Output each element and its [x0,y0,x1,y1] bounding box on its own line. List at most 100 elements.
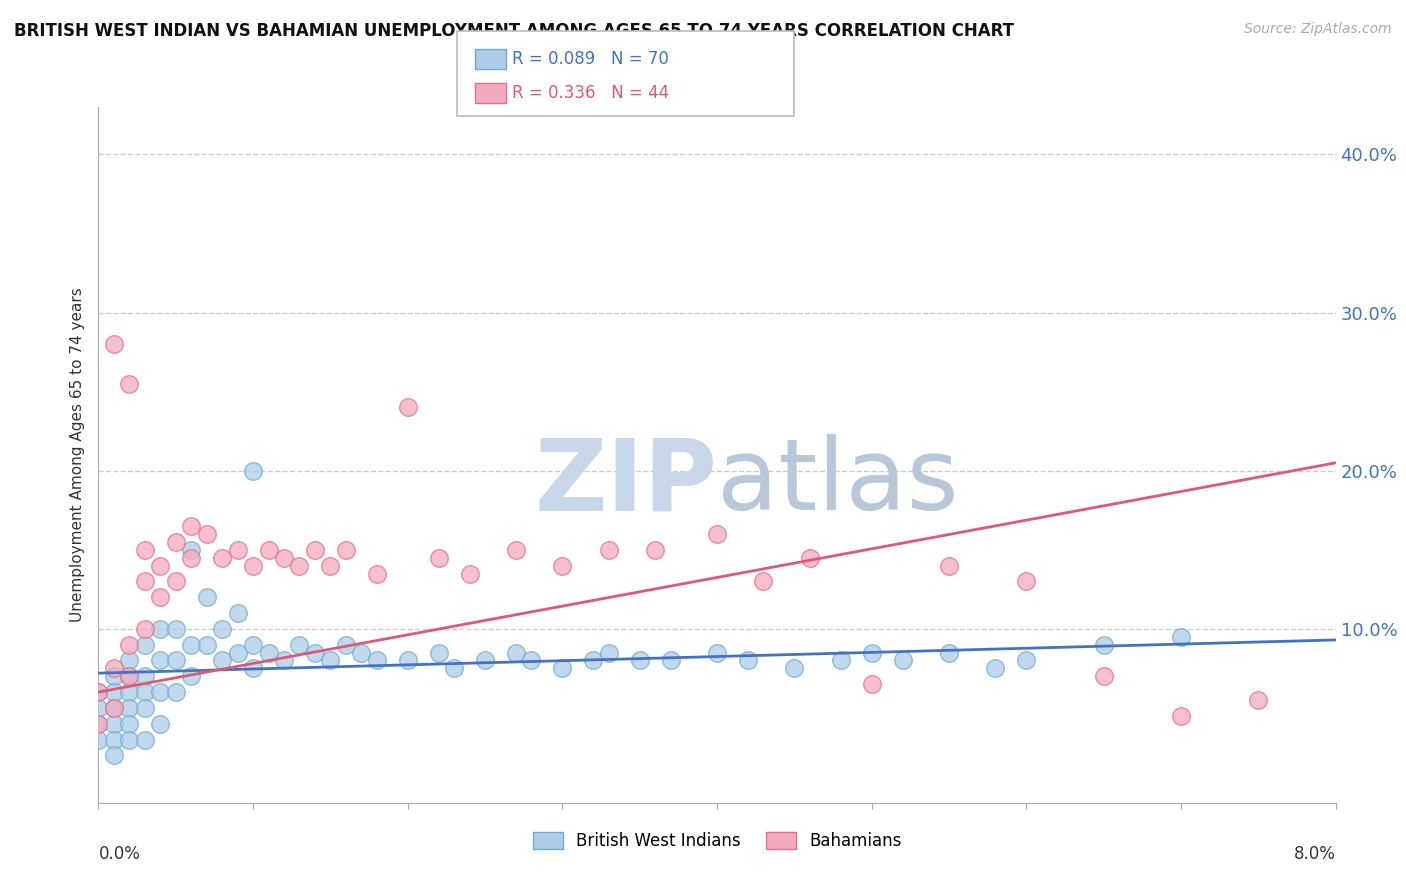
Point [103,732,125,747]
Point [103,669,125,683]
Point [118,653,141,667]
Point [288,558,311,573]
Point [319,653,342,667]
Point [180,519,202,533]
Point [242,661,264,675]
Point [350,646,373,660]
Point [211,622,233,636]
Point [195,638,218,652]
Point [165,622,187,636]
Point [180,542,202,557]
Point [87,701,110,715]
Point [180,638,202,652]
Y-axis label: Unemployment Among Ages 65 to 74 years: Unemployment Among Ages 65 to 74 years [69,287,84,623]
Point [149,653,172,667]
Point [737,653,759,667]
Point [505,646,527,660]
Point [706,646,728,660]
Point [134,622,156,636]
Point [165,653,187,667]
Point [474,653,496,667]
Point [226,606,249,620]
Point [396,401,419,415]
Point [427,646,450,660]
Point [118,732,141,747]
Point [304,646,326,660]
Point [242,558,264,573]
Point [134,574,156,589]
Point [87,685,110,699]
Point [335,638,357,652]
Point [706,527,728,541]
Point [242,464,264,478]
Point [165,574,187,589]
Point [598,646,620,660]
Point [226,542,249,557]
Point [118,716,141,731]
Point [598,542,620,557]
Text: atlas: atlas [717,434,959,532]
Point [103,716,125,731]
Point [938,558,960,573]
Point [118,669,141,683]
Point [103,337,125,351]
Point [87,685,110,699]
Text: 0.0%: 0.0% [98,845,141,863]
Point [860,677,883,691]
Point [103,661,125,675]
Point [87,732,110,747]
Point [118,376,141,391]
Text: Source: ZipAtlas.com: Source: ZipAtlas.com [1244,22,1392,37]
Point [427,550,450,565]
Point [443,661,465,675]
Point [195,591,218,605]
Point [165,685,187,699]
Point [830,653,852,667]
Point [195,527,218,541]
Point [1170,708,1192,723]
Point [149,558,172,573]
Point [180,550,202,565]
Point [134,732,156,747]
Point [118,669,141,683]
Point [799,550,821,565]
Point [1247,693,1270,707]
Point [366,653,388,667]
Text: ZIP: ZIP [534,434,717,532]
Point [180,669,202,683]
Text: R = 0.089   N = 70: R = 0.089 N = 70 [512,50,669,68]
Point [273,653,295,667]
Point [242,638,264,652]
Point [273,550,295,565]
Point [891,653,914,667]
Point [551,661,574,675]
Point [1092,669,1115,683]
Point [644,542,666,557]
Point [1170,630,1192,644]
Point [288,638,311,652]
Point [628,653,651,667]
Point [938,646,960,660]
Point [134,638,156,652]
Point [458,566,481,581]
Point [335,542,357,557]
Point [118,638,141,652]
Point [396,653,419,667]
Point [1015,574,1038,589]
Point [134,701,156,715]
Point [134,669,156,683]
Point [257,542,280,557]
Point [134,685,156,699]
Point [211,550,233,565]
Point [226,646,249,660]
Point [103,701,125,715]
Point [304,542,326,557]
Point [860,646,883,660]
Point [149,622,172,636]
Point [211,653,233,667]
Text: BRITISH WEST INDIAN VS BAHAMIAN UNEMPLOYMENT AMONG AGES 65 TO 74 YEARS CORRELATI: BRITISH WEST INDIAN VS BAHAMIAN UNEMPLOY… [14,22,1014,40]
Point [87,716,110,731]
Point [752,574,775,589]
Point [87,716,110,731]
Point [319,558,342,573]
